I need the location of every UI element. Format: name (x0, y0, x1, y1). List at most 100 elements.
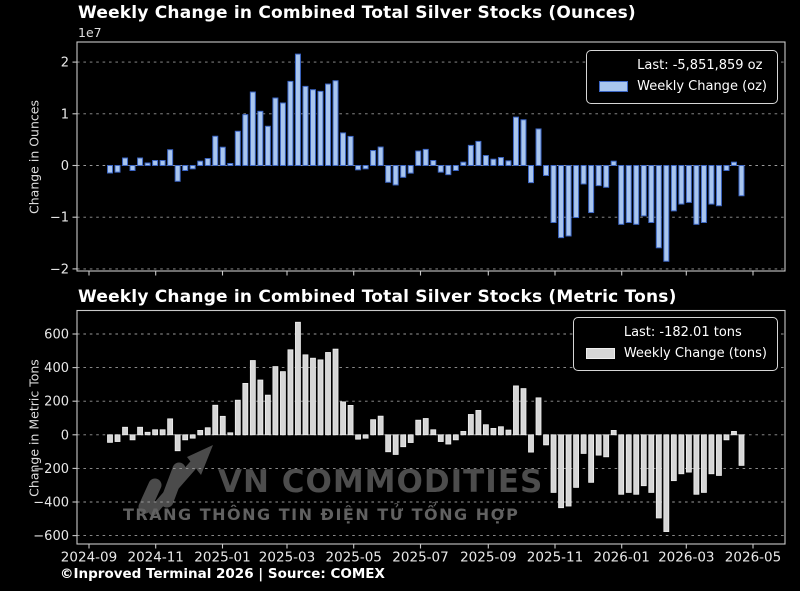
y-tick-label: 400 (44, 361, 69, 376)
weekly-change-bar (565, 165, 572, 237)
y-tick-label: −2 (50, 262, 69, 277)
weekly-change-bar (670, 434, 677, 482)
weekly-change-bar (663, 165, 670, 262)
weekly-change-bar (234, 130, 241, 167)
watermark-subtitle: TRANG THÔNG TIN ĐIỆN TỬ TỔNG HỢP (123, 505, 520, 524)
ounces-scale-offset: 1e7 (78, 25, 102, 40)
weekly-change-bar (362, 434, 369, 439)
weekly-change-bar (400, 434, 407, 448)
weekly-change-bar (122, 426, 128, 436)
weekly-change-bar (610, 430, 617, 436)
weekly-change-bar (723, 434, 730, 441)
weekly-change-bar (347, 135, 354, 166)
weekly-change-bar (152, 429, 159, 436)
weekly-change-bar (475, 410, 482, 436)
weekly-change-bar (437, 165, 444, 173)
weekly-change-bar (400, 165, 407, 178)
weekly-change-bar (167, 418, 174, 436)
weekly-change-bar (280, 371, 286, 436)
weekly-change-bar (249, 91, 256, 166)
weekly-change-bar (482, 155, 489, 167)
weekly-change-bar (310, 357, 316, 436)
weekly-change-bar (445, 434, 452, 445)
weekly-change-bar (392, 165, 399, 186)
weekly-change-bar (197, 160, 204, 166)
x-tick-label: 2025-03 (259, 550, 315, 566)
weekly-change-bar (625, 165, 632, 224)
y-tick-label: −200 (33, 462, 69, 477)
weekly-change-bar (573, 434, 580, 488)
x-tick-label: 2026-05 (725, 550, 781, 566)
weekly-change-bar (189, 165, 196, 170)
y-tick-label: 200 (44, 395, 69, 410)
weekly-change-bar (129, 434, 136, 441)
weekly-change-bar (122, 157, 129, 167)
weekly-change-bar (731, 431, 737, 436)
weekly-change-bar (340, 401, 346, 436)
weekly-change-bar (107, 434, 113, 443)
weekly-change-bar (535, 397, 542, 436)
weekly-change-bar (430, 429, 437, 436)
weekly-change-bar (738, 165, 745, 197)
legend-row: Last: -5,851,859 oz (599, 55, 767, 76)
weekly-change-bar (738, 434, 745, 466)
weekly-change-bar (452, 434, 459, 441)
y-tick-label: 0 (61, 428, 69, 443)
weekly-change-bar (550, 165, 557, 224)
weekly-change-bar (212, 404, 219, 436)
weekly-change-bar (257, 379, 264, 436)
weekly-change-bar (640, 165, 647, 217)
weekly-change-bar (625, 434, 632, 493)
legend-row: Weekly Change (oz) (599, 76, 767, 97)
weekly-change-bar (595, 434, 602, 456)
weekly-change-bar (618, 434, 625, 495)
x-tick-label: 2025-09 (460, 550, 516, 566)
weekly-change-bar (114, 434, 121, 442)
weekly-change-bar (573, 165, 580, 219)
weekly-change-bar (355, 165, 362, 171)
weekly-change-bar (505, 429, 512, 436)
weekly-change-bar (603, 434, 610, 458)
weekly-change-bar (159, 160, 166, 167)
weekly-change-bar (490, 428, 497, 436)
weekly-change-bar (588, 434, 595, 483)
weekly-change-bar (332, 348, 339, 436)
weekly-change-bar (325, 83, 332, 166)
weekly-change-bar (167, 149, 174, 166)
weekly-change-bar (325, 352, 331, 436)
weekly-change-bar (294, 53, 301, 166)
weekly-change-bar (603, 165, 610, 188)
weekly-change-bar (512, 116, 519, 166)
weekly-change-bar (287, 349, 294, 436)
weekly-change-bar (197, 430, 204, 436)
weekly-change-bar (407, 434, 414, 443)
weekly-change-bar (708, 165, 715, 205)
x-tick-label: 2025-01 (194, 550, 250, 566)
weekly-change-bar (144, 162, 151, 167)
weekly-change-bar (498, 426, 504, 436)
weekly-change-bar (452, 165, 459, 171)
weekly-change-bar (445, 165, 452, 176)
weekly-change-bar (302, 354, 309, 436)
weekly-change-bar (670, 165, 677, 212)
weekly-change-bar (392, 434, 399, 455)
weekly-change-bar (528, 165, 534, 184)
tons-last-value: Last: -182.01 tons (623, 325, 742, 340)
weekly-change-bar (204, 427, 211, 436)
weekly-change-bar (355, 434, 361, 440)
weekly-change-bar (467, 414, 474, 436)
weekly-change-bar (482, 424, 489, 436)
weekly-change-bar (287, 80, 294, 166)
weekly-change-bar (640, 434, 647, 487)
weekly-change-bar (565, 434, 572, 507)
weekly-change-bar (204, 158, 211, 167)
weekly-change-bar (580, 165, 587, 185)
weekly-change-bar (633, 165, 640, 225)
x-tick-label: 2025-07 (392, 550, 448, 566)
weekly-change-bar (723, 165, 730, 171)
weekly-change-bar (678, 434, 685, 475)
weekly-change-bar (317, 359, 324, 436)
weekly-change-bar (678, 165, 685, 205)
legend-row: Weekly Change (tons) (585, 343, 767, 364)
